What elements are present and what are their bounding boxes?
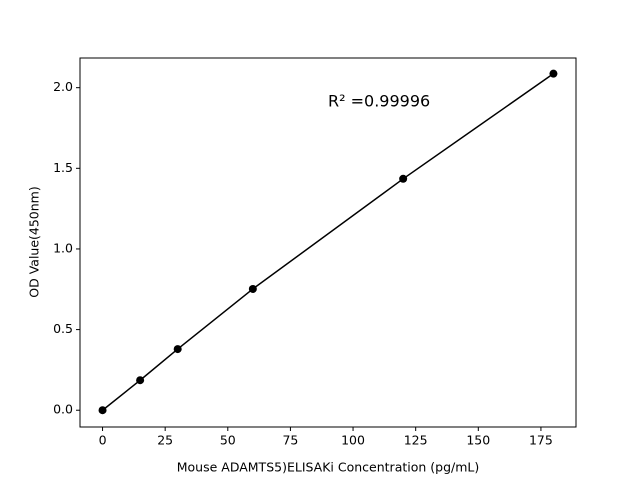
- x-tick-label: 0: [99, 433, 107, 448]
- point: [173, 345, 182, 354]
- point: [136, 376, 145, 385]
- x-tick-label: 100: [341, 433, 365, 448]
- x-tick-label: 175: [529, 433, 553, 448]
- y-tick-label: 1.5: [53, 160, 73, 175]
- plot-frame: [79, 57, 577, 428]
- y-tick-label: 0.0: [53, 402, 73, 417]
- point: [248, 284, 257, 293]
- x-tick-label: 125: [404, 433, 428, 448]
- x-axis-label: Mouse ADAMTS5)ELISAKi Concentration (pg/…: [177, 460, 480, 475]
- line: [102, 73, 554, 411]
- point: [98, 406, 107, 415]
- y-axis-label: OD Value(450nm): [27, 186, 42, 297]
- x-tick-label: 150: [466, 433, 490, 448]
- x-tick-label: 50: [220, 433, 236, 448]
- y-tick-label: 1.0: [53, 240, 73, 255]
- point: [549, 69, 558, 78]
- x-tick-label: 25: [157, 433, 173, 448]
- x-tick-label: 75: [282, 433, 298, 448]
- annotation: R² =0.99996: [328, 92, 430, 111]
- y-tick-label: 0.5: [53, 321, 73, 336]
- y-tick-label: 2.0: [53, 79, 73, 94]
- point: [399, 174, 408, 183]
